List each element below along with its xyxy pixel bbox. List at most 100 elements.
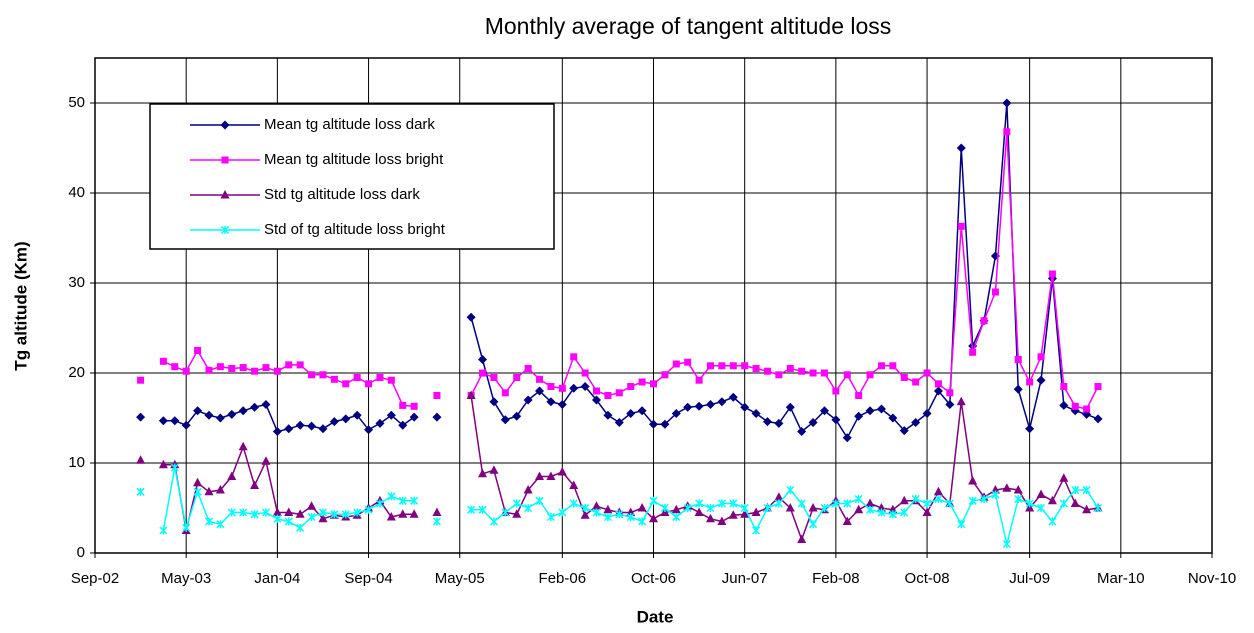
marker bbox=[900, 508, 909, 517]
legend-marker bbox=[220, 120, 230, 130]
marker bbox=[204, 410, 214, 420]
marker bbox=[1071, 485, 1080, 495]
marker bbox=[479, 369, 487, 377]
marker bbox=[227, 471, 237, 480]
legend-label: Mean tg altitude loss bright bbox=[264, 151, 444, 168]
marker bbox=[273, 367, 281, 375]
marker bbox=[353, 374, 361, 381]
marker bbox=[1093, 503, 1103, 513]
legend-marker bbox=[220, 225, 230, 235]
marker bbox=[934, 380, 942, 388]
marker bbox=[763, 503, 772, 513]
marker bbox=[1014, 356, 1022, 363]
marker bbox=[238, 441, 248, 451]
marker bbox=[250, 510, 259, 519]
marker bbox=[843, 371, 851, 379]
marker bbox=[969, 348, 977, 356]
marker bbox=[592, 508, 601, 517]
marker bbox=[387, 376, 395, 384]
marker bbox=[1003, 128, 1011, 136]
marker bbox=[1013, 384, 1023, 394]
marker bbox=[182, 523, 191, 532]
marker bbox=[1048, 270, 1056, 278]
marker bbox=[272, 507, 282, 516]
marker bbox=[342, 380, 350, 388]
marker bbox=[296, 523, 305, 532]
marker bbox=[364, 425, 374, 435]
marker bbox=[889, 362, 897, 370]
x-tick-label: Jun-07 bbox=[722, 570, 768, 587]
marker bbox=[250, 480, 260, 489]
marker bbox=[695, 499, 704, 508]
marker bbox=[410, 496, 419, 505]
x-tick-label: Nov-10 bbox=[1188, 570, 1236, 587]
marker bbox=[888, 510, 897, 519]
marker bbox=[570, 353, 578, 361]
marker bbox=[740, 402, 750, 412]
marker bbox=[307, 421, 317, 431]
y-tick-label: 30 bbox=[68, 274, 85, 291]
marker bbox=[626, 512, 635, 522]
marker bbox=[137, 376, 145, 384]
marker bbox=[1060, 383, 1068, 390]
marker bbox=[603, 504, 613, 514]
marker bbox=[980, 317, 988, 325]
marker bbox=[729, 499, 738, 508]
marker bbox=[375, 418, 385, 428]
marker bbox=[193, 477, 203, 487]
series-line bbox=[162, 467, 1099, 545]
marker bbox=[341, 510, 350, 519]
marker bbox=[1025, 499, 1034, 508]
marker bbox=[308, 371, 316, 379]
marker bbox=[398, 509, 408, 518]
marker bbox=[569, 383, 579, 393]
legend-label: Mean tg altitude loss dark bbox=[264, 116, 435, 133]
marker bbox=[512, 411, 522, 421]
marker bbox=[261, 400, 271, 409]
marker bbox=[865, 498, 875, 507]
marker bbox=[752, 526, 761, 535]
marker bbox=[524, 503, 533, 513]
marker bbox=[365, 380, 373, 388]
marker bbox=[661, 371, 669, 379]
marker bbox=[523, 395, 533, 405]
marker bbox=[900, 374, 908, 381]
marker bbox=[284, 424, 294, 434]
marker bbox=[341, 414, 351, 424]
marker bbox=[1059, 400, 1069, 410]
marker bbox=[182, 367, 190, 375]
marker bbox=[785, 402, 795, 412]
marker bbox=[740, 509, 750, 518]
marker bbox=[1093, 414, 1103, 424]
marker bbox=[432, 507, 442, 516]
marker bbox=[774, 492, 784, 501]
marker bbox=[1048, 517, 1057, 526]
marker bbox=[1002, 539, 1011, 549]
marker bbox=[227, 409, 237, 419]
marker bbox=[843, 499, 852, 508]
marker bbox=[171, 363, 179, 371]
marker bbox=[592, 395, 602, 405]
y-tick-label: 40 bbox=[68, 184, 85, 201]
marker bbox=[717, 397, 727, 407]
x-tick-label: Oct-08 bbox=[905, 570, 950, 587]
legend-marker bbox=[221, 156, 229, 164]
marker bbox=[580, 382, 590, 391]
marker bbox=[728, 510, 738, 519]
marker bbox=[546, 397, 556, 407]
marker bbox=[809, 520, 818, 529]
x-axis-title: Date bbox=[637, 607, 674, 626]
marker bbox=[512, 499, 521, 508]
marker bbox=[615, 510, 624, 519]
marker bbox=[637, 406, 647, 416]
marker bbox=[751, 507, 761, 516]
marker bbox=[842, 433, 852, 443]
marker bbox=[820, 369, 828, 377]
marker bbox=[763, 367, 771, 375]
marker bbox=[1014, 494, 1023, 504]
marker bbox=[547, 383, 555, 390]
marker bbox=[193, 487, 202, 496]
marker bbox=[991, 288, 999, 296]
y-tick-label: 50 bbox=[68, 94, 85, 111]
marker bbox=[524, 365, 532, 372]
